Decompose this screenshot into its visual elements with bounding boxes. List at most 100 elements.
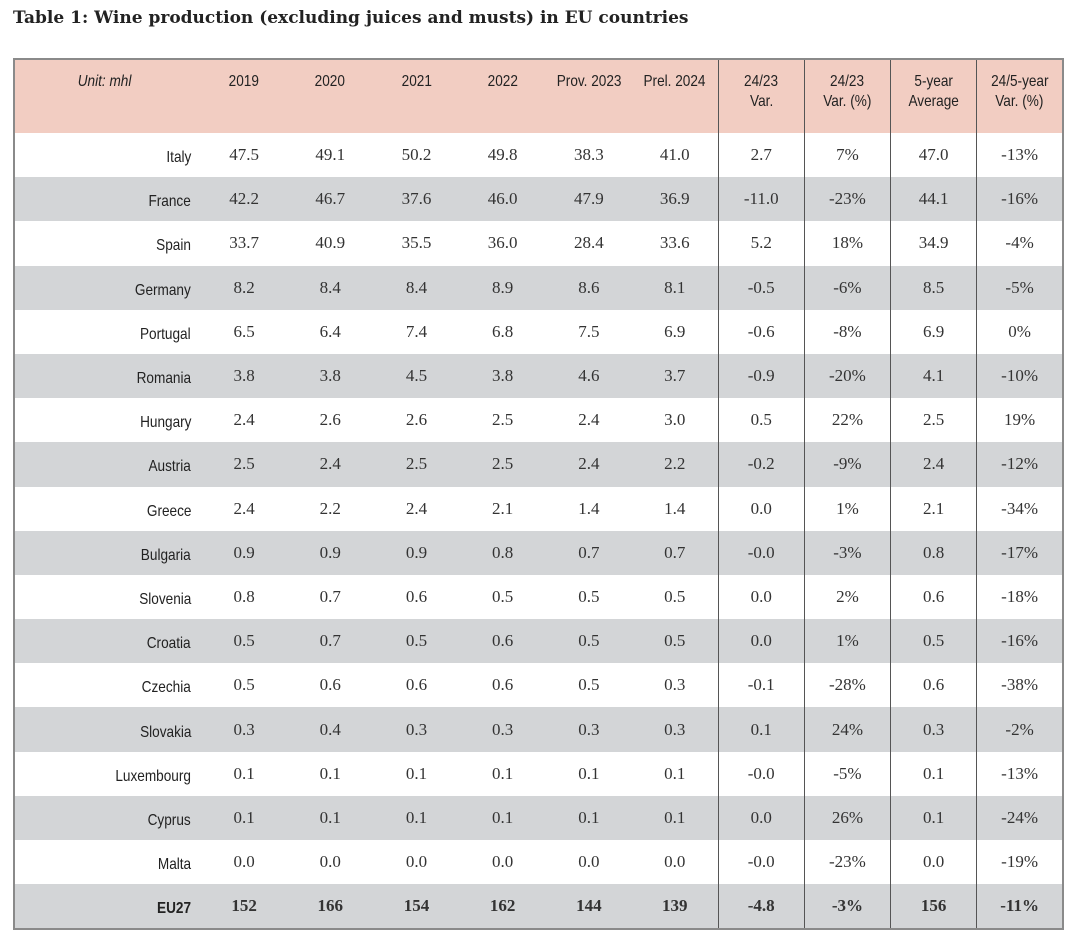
table-cell: -0.6 [717, 309, 805, 354]
country-label: Cyprus [14, 795, 201, 840]
table-cell: -16% [976, 619, 1063, 664]
country-label: Italy [14, 133, 201, 177]
table-cell: 6.8 [492, 321, 514, 341]
country-label: Slovenia [14, 575, 201, 619]
table-cell: 139 [631, 884, 719, 930]
table-cell: 0.0 [233, 852, 255, 872]
country-label: Luxembourg [14, 752, 201, 796]
table-cell: 0.1 [233, 763, 255, 783]
table-cell: 0.6 [492, 675, 514, 695]
table-cell: 2% [803, 574, 891, 620]
table-cell: 2.4 [405, 498, 428, 518]
column-header-text: 5-year [914, 73, 953, 90]
table-cell: -13% [976, 133, 1063, 178]
column-header-text: Prov. 2023 [556, 73, 622, 90]
country-name: Greece [146, 502, 191, 520]
table-cell: 0.5 [578, 675, 600, 695]
table-cell: 3.8 [201, 353, 288, 399]
table-cell: -12% [976, 442, 1063, 487]
table-cell: -23% [803, 840, 891, 885]
table-cell: -0.2 [717, 442, 805, 487]
country-name: Romania [136, 370, 191, 388]
table-cell: 47.9 [545, 177, 632, 222]
table-cell: -0.9 [717, 353, 805, 399]
table-cell: -13% [976, 751, 1063, 796]
country-label: EU27 [14, 884, 201, 930]
table-cell: 8.6 [545, 265, 632, 310]
table-cell: 28.4 [573, 233, 604, 253]
table-cell: 50.2 [401, 145, 432, 165]
table-cell: 0.1 [889, 751, 977, 796]
table-cell: 2.4 [889, 442, 977, 487]
table-cell: 3.0 [664, 410, 686, 430]
table-cell: 4.1 [889, 353, 977, 399]
table-cell: 0.1 [664, 763, 686, 783]
table-header-row: Unit: mhl 2019 2020 2021 2022 Prov. 2023 Prel.… [14, 59, 1063, 133]
table-cell: 2.5 [373, 442, 460, 487]
column-header-text: 2020 [315, 73, 346, 90]
table-cell: -18% [976, 574, 1063, 620]
table-cell: 38.3 [573, 145, 604, 165]
country-name: Malta [157, 856, 191, 874]
table-cell: 0.8 [889, 530, 977, 575]
table-cell: 36.9 [631, 177, 719, 222]
column-header: 2021 [373, 59, 460, 133]
country-label: Hungary [14, 398, 201, 442]
table-cell: -0.5 [717, 265, 805, 310]
table-row: Croatia 0.5 0.7 0.5 0.6 0.5 0.5 0.0 1% 0.5 -16% [14, 619, 1063, 664]
table-cell: 8.4 [373, 265, 460, 310]
table-cell: 0.5 [631, 619, 719, 664]
country-label: Croatia [14, 619, 201, 664]
table-cell: 0.5 [889, 619, 977, 664]
table-cell: 0.1 [459, 795, 546, 840]
country-name: Croatia [147, 635, 191, 653]
table-cell: 0.1 [631, 795, 719, 840]
table-cell: 46.0 [459, 177, 546, 222]
table-cell: 1% [803, 486, 891, 531]
country-label: France [14, 177, 201, 222]
column-header-text: 24/23 [830, 73, 865, 90]
table-cell: -24% [976, 795, 1063, 840]
column-header-text: 24/5-year [990, 73, 1049, 90]
table-cell: 0.7 [319, 586, 341, 606]
column-header-text: Var. (%) [995, 93, 1044, 110]
table-cell: -3% [803, 530, 891, 575]
table-cell: 2.6 [319, 410, 341, 430]
column-header-text: 2021 [401, 73, 432, 90]
table-cell: 0% [976, 309, 1063, 354]
table-cell: -0.0 [717, 840, 805, 885]
table-cell: -0.1 [717, 663, 805, 708]
table-cell: 47.5 [229, 145, 259, 165]
table-cell: 0.5 [233, 675, 255, 695]
column-header-text: Prel. 2024 [643, 73, 706, 90]
table-cell: -17% [976, 530, 1063, 575]
column-header-text: Unit: mhl [77, 73, 132, 90]
table-row: Romania 3.8 3.8 4.5 3.8 4.6 3.7 -0.9 -20% 4.1 -10% [14, 353, 1063, 399]
country-label: Portugal [14, 310, 201, 354]
table-row: Portugal 6.5 6.4 7.4 6.8 7.5 6.9 -0.6 -8% 6.9 0% [14, 309, 1063, 354]
table-cell: 0.1 [201, 795, 288, 840]
column-header: Prov. 2023 [545, 59, 632, 133]
table-row: Italy 47.5 49.1 50.2 49.8 38.3 41.0 2.7 7% 47.0 -1… [14, 133, 1063, 178]
table-cell: 0.1 [287, 795, 374, 840]
table-cell: 49.1 [315, 145, 346, 165]
table-cell: -38% [976, 663, 1063, 708]
table-cell: 0.7 [287, 619, 374, 664]
country-name: Portugal [140, 325, 191, 343]
table-cell: 154 [373, 884, 460, 930]
table-cell: 0.8 [459, 530, 546, 575]
table-row: Malta 0.0 0.0 0.0 0.0 0.0 0.0 -0.0 -23% 0.0 -19% [14, 840, 1063, 885]
table-cell: 0.3 [889, 707, 977, 752]
table-cell: -19% [976, 840, 1063, 885]
table-row: Slovakia 0.3 0.4 0.3 0.3 0.3 0.3 0.1 24% 0.3 -2% [14, 707, 1063, 752]
column-header: 2022 [459, 59, 546, 133]
wine-production-table: Unit: mhl 2019 2020 2021 2022 Prov. 2023 Prel.… [13, 58, 1064, 930]
country-name: Slovakia [139, 723, 191, 741]
table-cell: 49.8 [487, 145, 518, 165]
table-cell: 0.1 [492, 763, 514, 783]
table-cell: 7% [803, 133, 891, 178]
table-cell: 2.4 [578, 410, 600, 430]
table-cell: 0.8 [233, 586, 255, 606]
column-header-text: Var. (%) [823, 93, 872, 110]
column-header: 24/23 Var. (%) [803, 59, 891, 133]
